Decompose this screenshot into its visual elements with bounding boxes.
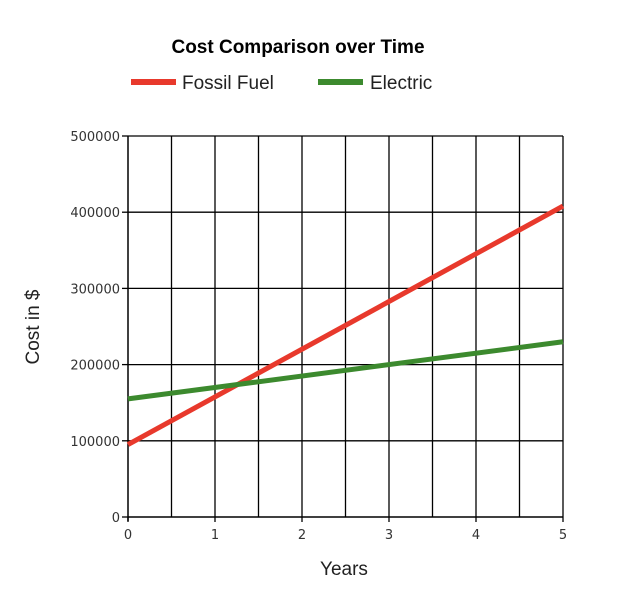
series-lines (126, 203, 565, 447)
x-tick-label: 2 (298, 528, 306, 543)
y-tick-label: 300000 (70, 282, 120, 297)
chart-title: Cost Comparison over Time (171, 37, 424, 58)
x-tick-label: 1 (211, 528, 219, 543)
axes (122, 135, 564, 522)
x-tick-label: 5 (559, 528, 567, 543)
legend-label-fossil-fuel: Fossil Fuel (182, 73, 274, 94)
y-tick-label: 0 (112, 511, 120, 526)
series-line-electric (127, 339, 564, 402)
x-tick-label: 0 (124, 528, 132, 543)
x-tick-label: 4 (472, 528, 480, 543)
series-line-fossil-fuel (126, 203, 565, 447)
y-axis-title: Cost in $ (23, 289, 44, 364)
legend-label-electric: Electric (370, 73, 432, 94)
x-tick-label: 3 (385, 528, 393, 543)
y-tick-label: 100000 (70, 435, 120, 450)
y-tick-label: 400000 (70, 206, 120, 221)
grid (128, 135, 564, 517)
y-tick-label: 200000 (70, 359, 120, 374)
tick-labels: 0 100000 200000 300000 400000 500000 0 1 2 3 4 5 (70, 130, 567, 543)
legend: Fossil Fuel Electric (131, 73, 432, 94)
x-axis-title: Years (320, 559, 368, 580)
y-tick-label: 500000 (70, 130, 120, 145)
